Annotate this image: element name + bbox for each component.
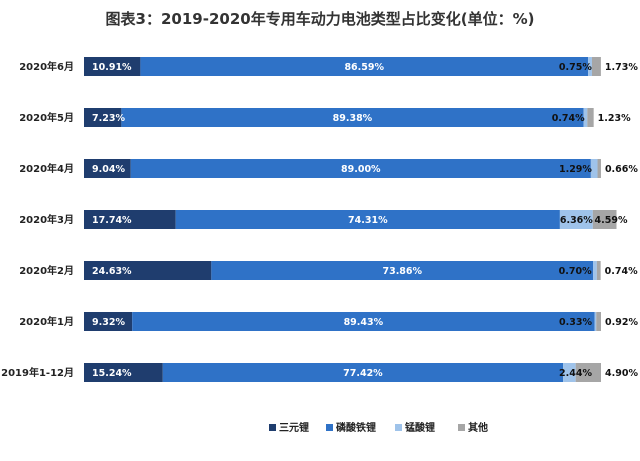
bar-segment — [590, 159, 598, 178]
chart-title: 图表3：2019-2020年专用车动力电池类型占比变化(单位：%) — [106, 10, 535, 28]
bars-layer: 2020年6月 10.91% 86.59% 0.75% 1.73% 2020年5月 7.23… — [1, 57, 638, 382]
category-label: 2020年5月 — [19, 111, 74, 124]
data-label: 10.91% — [92, 62, 132, 73]
bar-segment — [175, 210, 560, 229]
data-label: 77.42% — [343, 368, 383, 379]
bar-segment — [587, 108, 594, 127]
data-label: 89.00% — [341, 164, 381, 175]
category-label: 2019年1-12月 — [1, 366, 74, 379]
data-label: 2.44% — [559, 368, 592, 379]
data-label: 4.90% — [605, 368, 638, 379]
data-label: 0.33% — [559, 317, 592, 328]
data-label: 86.59% — [344, 62, 384, 73]
bar-segment — [84, 312, 133, 331]
legend-label: 锰酸锂 — [405, 421, 435, 434]
category-label: 2020年3月 — [19, 213, 74, 226]
bar-segment — [84, 108, 122, 127]
bar-segment — [592, 210, 617, 229]
data-label: 1.73% — [605, 62, 638, 73]
legend-swatch — [326, 424, 333, 431]
bar-segment — [84, 159, 131, 178]
data-label: 89.43% — [344, 317, 384, 328]
bar-segment — [597, 159, 601, 178]
data-label: 24.63% — [92, 266, 132, 277]
bar-segment — [588, 57, 592, 76]
data-label: 0.66% — [605, 164, 638, 175]
data-label: 0.74% — [605, 266, 638, 277]
category-label: 2020年6月 — [19, 60, 74, 73]
data-label: 1.23% — [598, 113, 631, 124]
bar-segment — [575, 363, 601, 382]
bar-segment — [140, 57, 589, 76]
bar-segment — [591, 57, 601, 76]
legend-swatch — [269, 424, 276, 431]
legend-label: 其他 — [468, 421, 488, 434]
legend-label: 三元锂 — [279, 421, 309, 434]
data-label: 0.70% — [559, 266, 592, 277]
bar-segment — [84, 261, 212, 280]
bar-segment — [594, 312, 597, 331]
data-label: 0.74% — [552, 113, 585, 124]
data-label: 15.24% — [92, 368, 132, 379]
bar-segment — [563, 363, 576, 382]
bar-segment — [130, 159, 591, 178]
legend: 三元锂 磷酸铁锂 锰酸锂 其他 — [269, 421, 488, 434]
category-label: 2020年1月 — [19, 315, 74, 328]
bar-segment — [84, 210, 176, 229]
bar-segment — [84, 57, 141, 76]
data-label: 0.75% — [559, 62, 592, 73]
data-label: 1.29% — [559, 164, 592, 175]
bar-segment — [559, 210, 593, 229]
bar-segment — [211, 261, 594, 280]
legend-label: 磷酸铁锂 — [336, 421, 376, 434]
bar-segment — [596, 261, 601, 280]
bar-segment — [596, 312, 601, 331]
category-label: 2020年4月 — [19, 162, 74, 175]
data-label: 9.04% — [92, 164, 125, 175]
legend-swatch — [395, 424, 402, 431]
bar-segment — [162, 363, 564, 382]
bar-segment — [583, 108, 588, 127]
data-label: 7.23% — [92, 113, 125, 124]
data-label: 4.59% — [595, 215, 628, 226]
data-label: 17.74% — [92, 215, 132, 226]
legend-swatch — [458, 424, 465, 431]
data-label: 0.92% — [605, 317, 638, 328]
bar-segment — [132, 312, 595, 331]
data-label: 73.86% — [382, 266, 422, 277]
bar-segment — [121, 108, 584, 127]
bar-segment — [593, 261, 597, 280]
category-label: 2020年2月 — [19, 264, 74, 277]
data-label: 9.32% — [92, 317, 125, 328]
data-label: 74.31% — [348, 215, 388, 226]
data-label: 89.38% — [333, 113, 373, 124]
bar-segment — [84, 363, 163, 382]
data-label: 6.36% — [560, 215, 593, 226]
